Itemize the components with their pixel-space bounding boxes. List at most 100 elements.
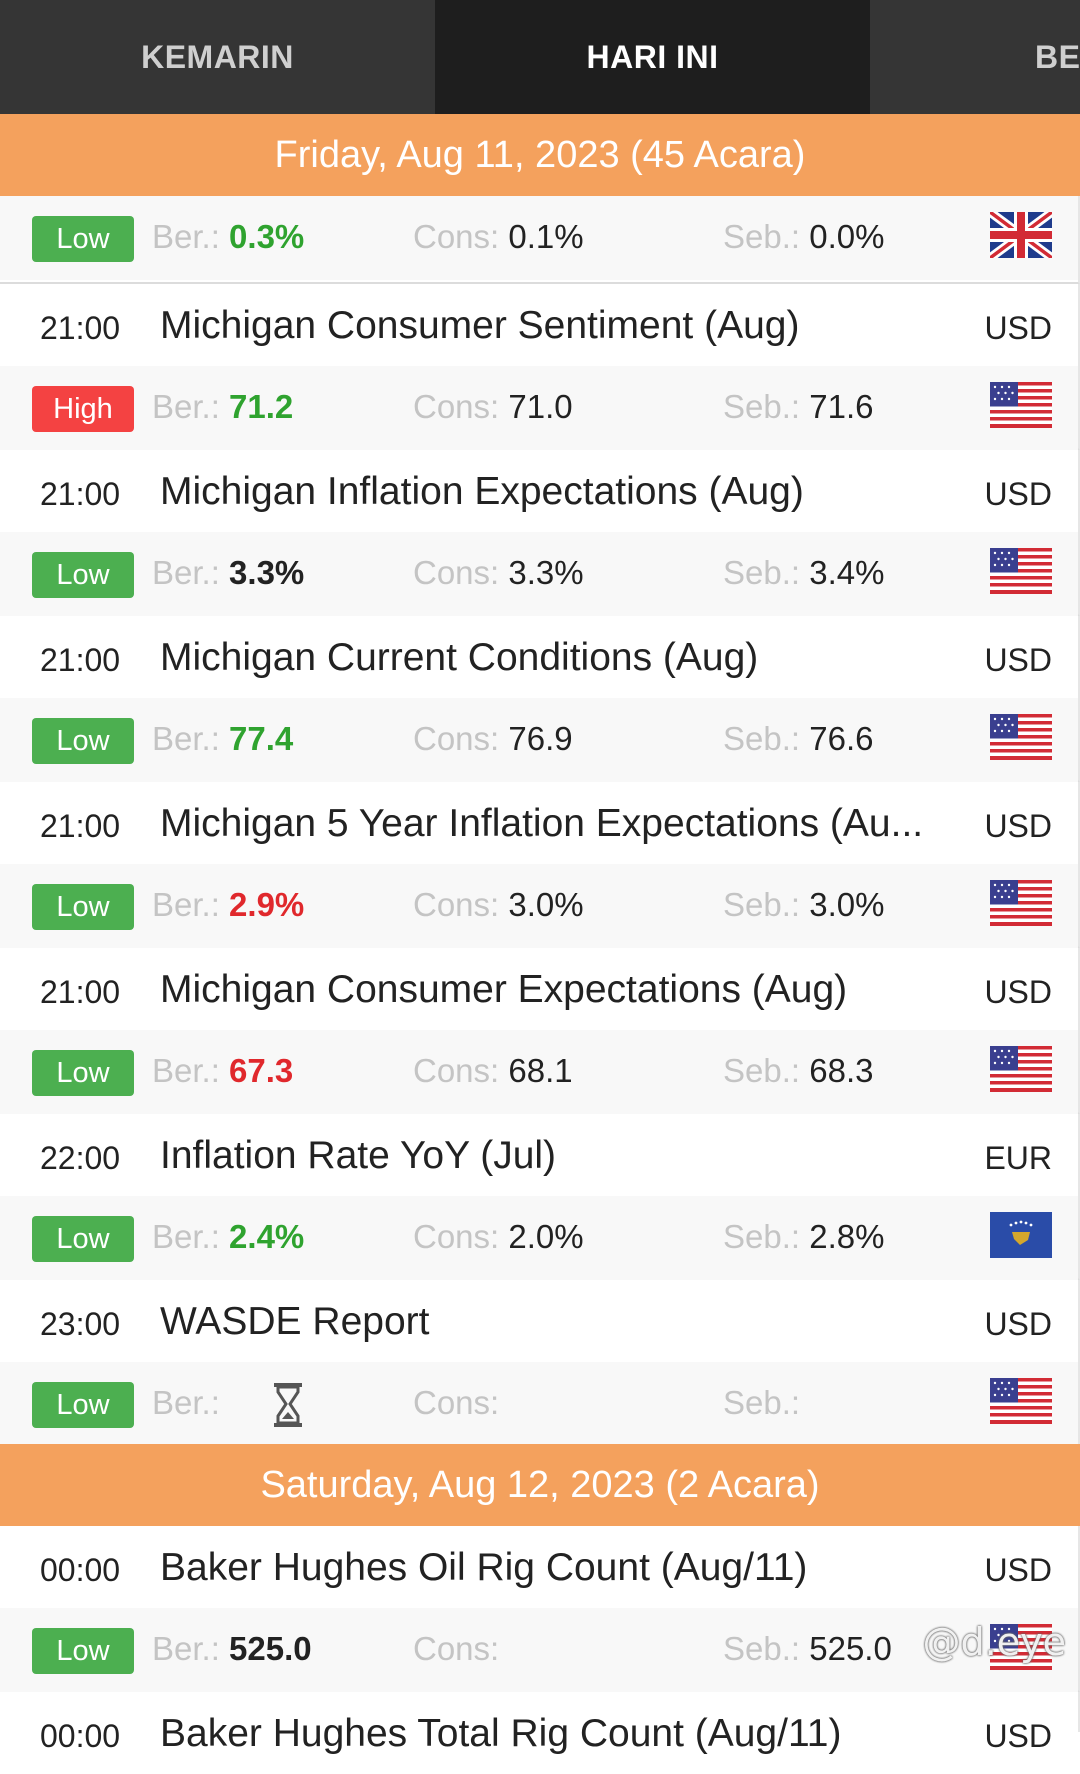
us-flag-icon [990,1046,1052,1092]
actual-label: Ber.: [152,1052,220,1089]
actual-field: Ber.: 525.0 [152,1630,312,1668]
event-row[interactable]: 00:00 Baker Hughes Oil Rig Count (Aug/11… [0,1526,1080,1692]
event-header: 21:00 Michigan 5 Year Inflation Expectat… [0,782,1078,864]
event-header: 00:00 Baker Hughes Oil Rig Count (Aug/11… [0,1526,1078,1608]
day-header: Friday, Aug 11, 2023 (45 Acara) [0,114,1080,196]
actual-field: Ber.: 77.4 [152,720,293,758]
event-row[interactable]: 00:00 Baker Hughes Total Rig Count (Aug/… [0,1692,1080,1755]
actual-value: 67.3 [229,1052,294,1089]
actual-value: 0.3% [229,218,305,255]
event-header: 00:00 Baker Hughes Total Rig Count (Aug/… [0,1692,1078,1774]
event-header: 21:00 Michigan Consumer Expectations (Au… [0,948,1078,1030]
actual-field: Ber.: 2.4% [152,1218,304,1256]
consensus-value: 3.0% [508,886,584,923]
previous-value: 68.3 [809,1052,874,1089]
event-title: Michigan Inflation Expectations (Aug) [160,470,804,513]
event-time: 21:00 [40,642,121,678]
event-values: Low Ber.: Cons: Seb.: [0,1362,1078,1446]
us-flag-icon [990,382,1052,428]
event-values: Low Ber.: 2.9% Cons: 3.0% Seb.: 3.0% [0,864,1078,948]
event-currency: USD [984,808,1052,844]
event-header: 21:00 Michigan Consumer Sentiment (Aug) … [0,284,1078,366]
impact-badge: Low [32,1050,134,1096]
actual-label: Ber.: [152,218,220,255]
event-currency: USD [984,974,1052,1010]
consensus-value: 3.3% [508,554,584,591]
previous-label: Seb.: [723,1218,801,1255]
event-currency: USD [984,1306,1052,1342]
event-title: Michigan Consumer Expectations (Aug) [160,968,848,1011]
tab-tomorrow[interactable]: BES [1035,38,1080,75]
consensus-field: Cons: 76.9 [413,720,573,758]
us-flag-icon [990,548,1052,594]
event-time: 23:00 [40,1306,121,1342]
impact-badge: Low [32,216,134,262]
event-row[interactable]: 21:00 Michigan Inflation Expectations (A… [0,450,1080,616]
previous-value: 3.4% [809,554,885,591]
previous-label: Seb.: [723,554,801,591]
consensus-field: Cons: 71.0 [413,388,573,426]
event-row[interactable]: 21:00 Michigan Current Conditions (Aug) … [0,616,1080,782]
previous-label: Seb.: [723,886,801,923]
uk-flag-icon [990,212,1052,258]
event-values: Low Ber.: 525.0 Cons: Seb.: 525.0 [0,1608,1078,1692]
event-row[interactable]: 21:00 Michigan Consumer Sentiment (Aug) … [0,284,1080,450]
previous-value: 2.8% [809,1218,885,1255]
day-header: Saturday, Aug 12, 2023 (2 Acara) [0,1444,1080,1526]
event-title: Michigan Current Conditions (Aug) [160,636,759,679]
previous-label: Seb.: [723,218,801,255]
event-header: 22:00 Inflation Rate YoY (Jul) EUR [0,1114,1078,1196]
previous-value: 0.0% [809,218,885,255]
actual-label: Ber.: [152,1384,220,1421]
event-currency: EUR [984,1140,1052,1176]
consensus-label: Cons: [413,720,500,757]
actual-label: Ber.: [152,886,220,923]
consensus-value: 76.9 [508,720,573,757]
kosovo-flag-icon [990,1212,1052,1258]
previous-label: Seb.: [723,1384,801,1421]
actual-field: Ber.: [152,1384,220,1422]
event-row[interactable]: 22:00 Inflation Rate YoY (Jul) EUR Low B… [0,1114,1080,1280]
consensus-field: Cons: 0.1% [413,218,584,256]
tab-yesterday[interactable]: KEMARIN [141,38,294,75]
event-currency: USD [984,1552,1052,1588]
previous-label: Seb.: [723,388,801,425]
impact-badge: Low [32,1216,134,1262]
previous-value: 71.6 [809,388,874,425]
previous-label: Seb.: [723,1052,801,1089]
actual-field: Ber.: 3.3% [152,554,304,592]
impact-badge: Low [32,1382,134,1428]
event-values: Low Ber.: 67.3 Cons: 68.1 Seb.: 68.3 [0,1030,1078,1114]
event-row[interactable]: 21:00 Michigan Consumer Expectations (Au… [0,948,1080,1114]
event-title: Michigan Consumer Sentiment (Aug) [160,304,800,347]
actual-field: Ber.: 0.3% [152,218,304,256]
actual-label: Ber.: [152,720,220,757]
actual-label: Ber.: [152,388,220,425]
event-row[interactable]: 23:00 WASDE Report USD Low Ber.: Cons: S… [0,1280,1080,1446]
event-header: 21:00 Michigan Inflation Expectations (A… [0,450,1078,532]
previous-field: Seb.: 68.3 [723,1052,873,1090]
actual-value: 2.9% [229,886,305,923]
previous-value: 76.6 [809,720,874,757]
event-title: Michigan 5 Year Inflation Expectations (… [160,802,920,845]
previous-value: 3.0% [809,886,885,923]
consensus-field: Cons: 2.0% [413,1218,584,1256]
previous-field: Seb.: 0.0% [723,218,884,256]
previous-label: Seb.: [723,1630,801,1667]
event-title: Baker Hughes Oil Rig Count (Aug/11) [160,1546,808,1589]
tab-today[interactable]: HARI INI [435,0,870,114]
consensus-field: Cons: 3.0% [413,886,584,924]
consensus-label: Cons: [413,1218,500,1255]
event-row[interactable]: Low Ber.: 0.3% Cons: 0.1% Seb.: 0.0% [0,196,1080,284]
event-row[interactable]: 21:00 Michigan 5 Year Inflation Expectat… [0,782,1080,948]
previous-field: Seb.: 3.0% [723,886,884,924]
event-time: 00:00 [40,1552,121,1588]
event-time: 22:00 [40,1140,121,1176]
consensus-value: 0.1% [508,218,584,255]
consensus-label: Cons: [413,388,500,425]
event-time: 21:00 [40,310,121,346]
event-currency: USD [984,310,1052,346]
event-time: 21:00 [40,808,121,844]
consensus-label: Cons: [413,218,500,255]
consensus-value: 2.0% [508,1218,584,1255]
